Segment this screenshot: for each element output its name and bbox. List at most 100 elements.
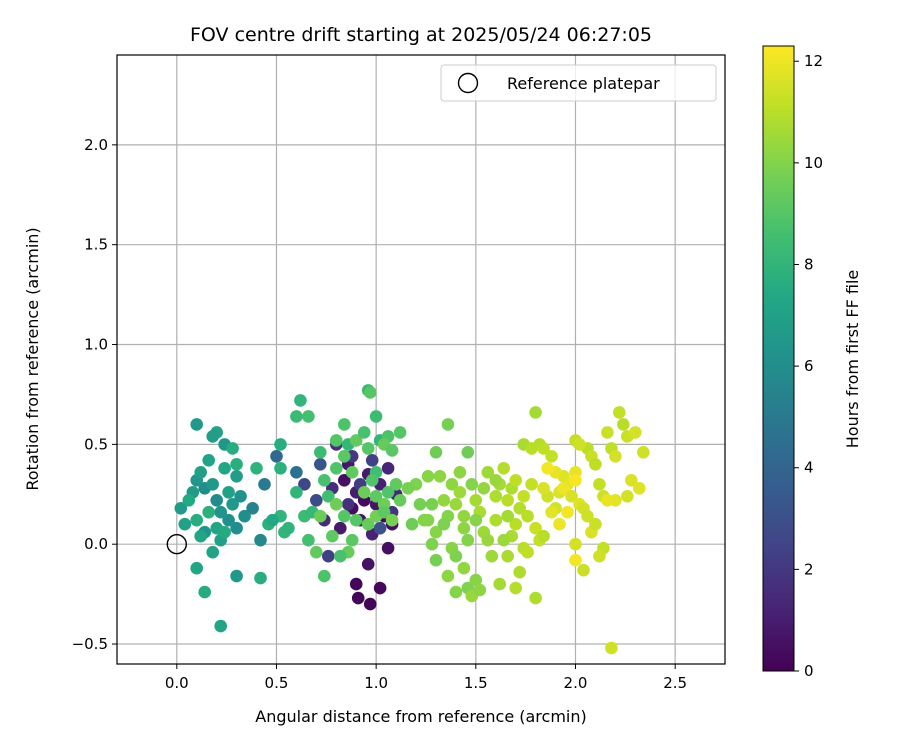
data-point: [357, 426, 371, 439]
data-point: [210, 494, 223, 507]
data-point: [425, 498, 439, 511]
data-point: [489, 490, 503, 503]
data-point: [373, 521, 387, 535]
data-point: [314, 509, 327, 523]
x-tick-label: 2.0: [564, 674, 588, 692]
data-point: [345, 533, 359, 547]
data-point: [206, 545, 219, 559]
data-point: [373, 581, 387, 595]
data-point: [489, 474, 503, 487]
data-point: [369, 410, 383, 423]
data-point: [361, 442, 375, 455]
data-point: [230, 458, 243, 471]
reference-marker: [166, 533, 188, 555]
data-point: [250, 462, 263, 475]
data-point: [425, 537, 439, 551]
y-axis-label: Rotation from reference (arcmin): [23, 227, 42, 490]
data-point: [457, 561, 471, 575]
data-point: [270, 450, 283, 463]
data-point: [429, 553, 443, 567]
data-point: [469, 494, 483, 507]
data-point: [609, 450, 622, 463]
data-point: [441, 418, 455, 431]
data-point: [453, 466, 467, 479]
data-point: [401, 482, 415, 495]
data-point: [393, 494, 407, 507]
colorbar-label: Hours from first FF file: [843, 270, 862, 449]
data-point: [405, 517, 419, 531]
data-point: [485, 549, 499, 563]
data-point: [593, 478, 606, 491]
data-point: [477, 482, 491, 495]
y-tick-label: 0.5: [84, 435, 108, 453]
data-point: [206, 430, 219, 443]
chart-title: FOV centre drift starting at 2025/05/24 …: [190, 24, 652, 46]
data-point: [202, 454, 215, 467]
data-point: [365, 474, 379, 487]
data-point: [437, 517, 451, 531]
data-point: [557, 482, 570, 495]
data-point: [365, 454, 379, 467]
y-tick-label: −0.5: [72, 635, 108, 653]
data-point: [230, 521, 243, 535]
x-tick-label: 0.5: [265, 674, 289, 692]
data-point: [429, 446, 443, 459]
data-point: [369, 490, 383, 503]
data-point: [413, 498, 427, 511]
data-point: [497, 533, 511, 547]
data-point: [218, 525, 231, 539]
data-point: [501, 549, 514, 563]
data-point: [330, 462, 343, 475]
data-point: [222, 486, 235, 499]
data-point: [573, 438, 586, 451]
data-point: [601, 494, 614, 507]
data-point: [513, 565, 526, 579]
data-point: [361, 557, 375, 571]
data-point: [274, 438, 287, 451]
data-point: [330, 434, 343, 447]
legend: Reference platepar: [440, 64, 717, 102]
data-point: [589, 458, 602, 471]
data-point: [222, 513, 235, 527]
data-point: [202, 505, 215, 519]
data-point: [461, 446, 475, 459]
data-point: [282, 521, 295, 535]
colorbar: [762, 45, 795, 672]
data-point: [625, 474, 638, 487]
data-point: [385, 513, 399, 527]
data-point: [377, 505, 391, 519]
data-point: [190, 513, 203, 527]
data-point: [338, 450, 351, 463]
data-point: [246, 502, 259, 515]
data-point: [581, 509, 594, 523]
data-points: [174, 384, 650, 655]
data-point: [441, 569, 455, 583]
data-point: [517, 490, 530, 503]
plot-frame: [116, 54, 726, 665]
data-point: [206, 478, 219, 491]
data-point: [613, 406, 626, 419]
data-point: [334, 549, 347, 563]
data-point: [473, 583, 487, 597]
data-point: [529, 521, 542, 535]
legend-marker-reference: [457, 72, 479, 94]
colorbar-ticks: 0 2 4 6 8 10 12: [794, 52, 823, 680]
data-point: [509, 581, 522, 595]
data-point: [521, 509, 534, 523]
data-point: [541, 462, 554, 475]
data-point: [433, 470, 447, 483]
y-tick-label: 1.5: [84, 236, 108, 254]
data-point: [617, 418, 630, 431]
data-point: [509, 517, 522, 531]
data-point: [569, 537, 582, 551]
data-point: [218, 462, 231, 475]
data-point: [537, 482, 550, 495]
data-point: [357, 486, 371, 499]
grid-lines: [117, 55, 725, 664]
data-point: [457, 521, 471, 535]
data-point: [334, 521, 347, 535]
data-point: [385, 444, 399, 457]
data-point: [341, 498, 355, 511]
data-point: [529, 406, 542, 419]
